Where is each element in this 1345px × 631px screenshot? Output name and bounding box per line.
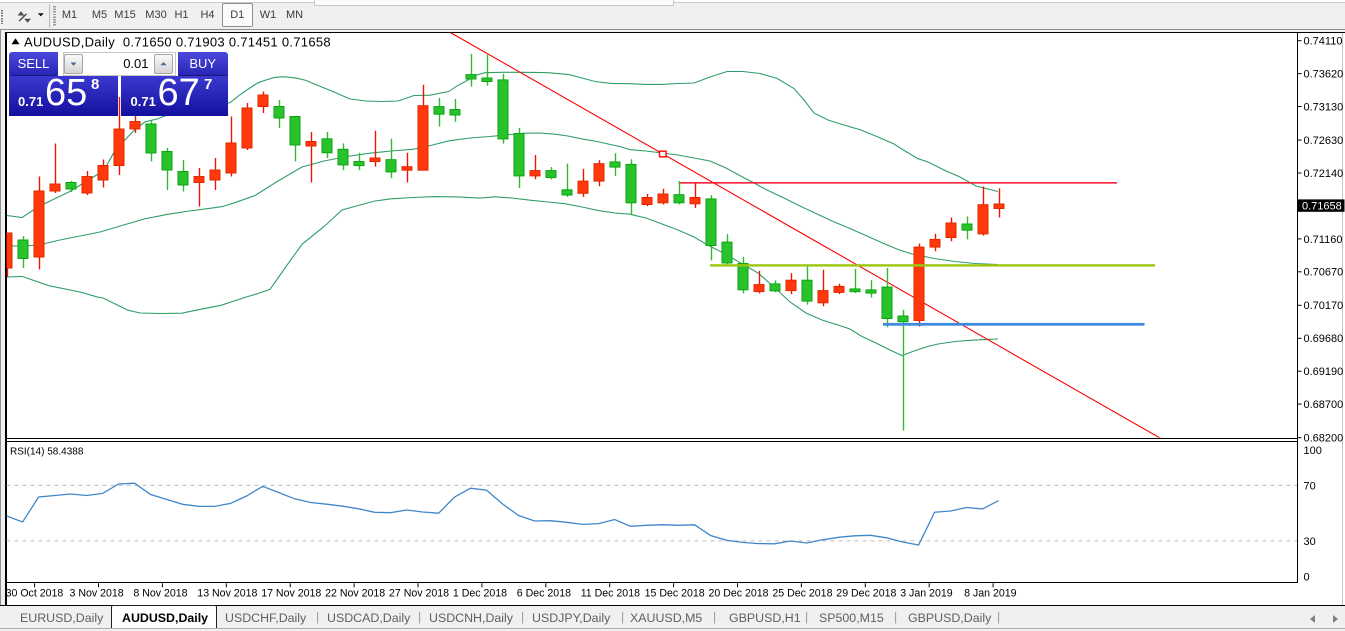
svg-text:20 Dec 2018: 20 Dec 2018 — [709, 588, 769, 600]
svg-text:0.69190: 0.69190 — [1304, 366, 1344, 378]
svg-text:30: 30 — [1304, 536, 1316, 548]
svg-text:13 Nov 2018: 13 Nov 2018 — [197, 588, 257, 600]
svg-text:AUDUSD,Daily 0.71650 0.71903: AUDUSD,Daily 0.71650 0.71903 0.71451 0.7… — [24, 35, 331, 50]
svg-text:0.71658: 0.71658 — [1302, 200, 1342, 212]
svg-text:8 Jan 2019: 8 Jan 2019 — [964, 588, 1017, 600]
svg-text:0.69680: 0.69680 — [1304, 333, 1344, 345]
svg-text:15 Dec 2018: 15 Dec 2018 — [645, 588, 705, 600]
svg-text:0.72630: 0.72630 — [1304, 135, 1344, 147]
svg-text:0.71160: 0.71160 — [1304, 234, 1343, 246]
svg-text:0.73130: 0.73130 — [1304, 101, 1344, 113]
svg-text:6 Dec 2018: 6 Dec 2018 — [517, 588, 571, 600]
svg-text:27 Nov 2018: 27 Nov 2018 — [389, 588, 449, 600]
svg-text:0: 0 — [1304, 571, 1310, 583]
svg-text:0.70170: 0.70170 — [1304, 300, 1344, 312]
svg-text:0.68700: 0.68700 — [1304, 399, 1344, 411]
svg-text:0.73620: 0.73620 — [1304, 69, 1344, 81]
svg-text:29 Dec 2018: 29 Dec 2018 — [836, 588, 896, 600]
svg-text:0.70670: 0.70670 — [1304, 267, 1344, 279]
svg-text:8 Nov 2018: 8 Nov 2018 — [133, 588, 187, 600]
svg-text:3 Nov 2018: 3 Nov 2018 — [70, 588, 124, 600]
svg-text:1 Dec 2018: 1 Dec 2018 — [453, 588, 507, 600]
svg-text:22 Nov 2018: 22 Nov 2018 — [325, 588, 385, 600]
svg-text:0.72140: 0.72140 — [1304, 168, 1344, 180]
svg-text:17 Nov 2018: 17 Nov 2018 — [261, 588, 321, 600]
svg-text:0.74110: 0.74110 — [1304, 36, 1343, 48]
svg-text:100: 100 — [1304, 445, 1322, 457]
svg-text:RSI(14) 58.4388: RSI(14) 58.4388 — [10, 446, 84, 457]
svg-text:70: 70 — [1304, 480, 1316, 492]
svg-text:25 Dec 2018: 25 Dec 2018 — [772, 588, 832, 600]
svg-text:11 Dec 2018: 11 Dec 2018 — [581, 588, 640, 600]
svg-text:30 Oct 2018: 30 Oct 2018 — [6, 588, 64, 600]
svg-text:0.68200: 0.68200 — [1304, 433, 1344, 445]
svg-text:3 Jan 2019: 3 Jan 2019 — [900, 588, 953, 600]
